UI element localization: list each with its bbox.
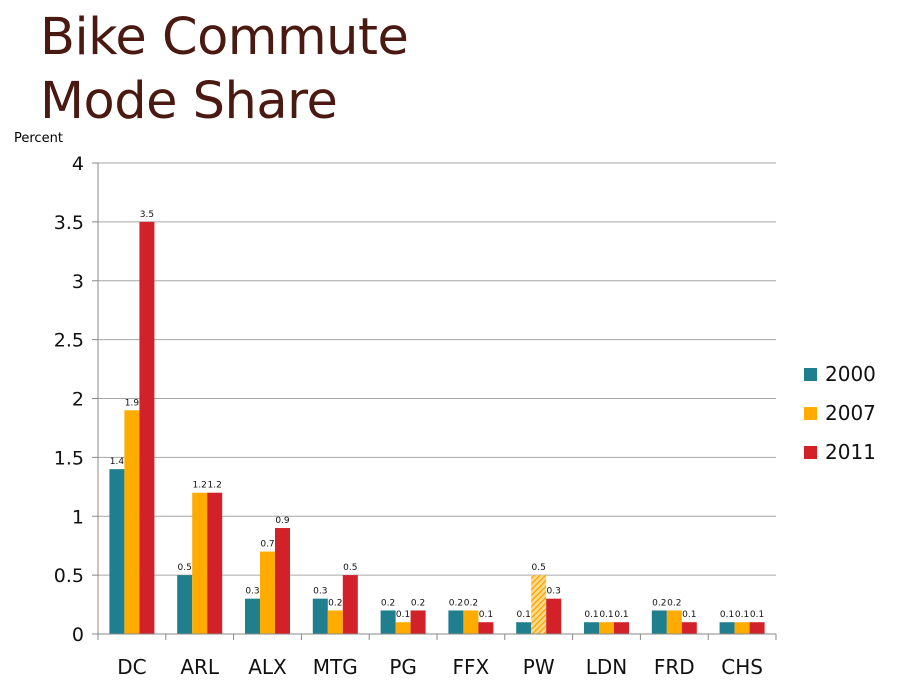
legend-swatch <box>804 406 817 420</box>
data-label: 0.1 <box>517 610 531 620</box>
title-line-1: Bike Commute <box>40 8 409 67</box>
data-label: 0.1 <box>396 610 410 620</box>
chart-title: Bike Commute Mode Share <box>40 6 409 134</box>
y-tick-label: 1 <box>72 506 84 528</box>
bar-2000-alx <box>245 598 260 634</box>
bar-2007-alx <box>260 551 275 634</box>
data-label: 1.2 <box>193 481 207 491</box>
data-label: 1.4 <box>110 457 125 467</box>
x-tick-label: PW <box>523 655 555 679</box>
data-label: 0.1 <box>682 610 696 620</box>
data-label: 0.1 <box>584 610 598 620</box>
data-label: 1.2 <box>208 481 222 491</box>
data-label: 0.3 <box>313 587 327 597</box>
data-label: 0.1 <box>479 610 493 620</box>
data-label: 0.2 <box>449 598 463 608</box>
grid-lines <box>98 162 776 576</box>
bar-2007-ldn <box>599 622 614 634</box>
y-tick-label: 1.5 <box>54 447 84 469</box>
y-tick-label: 2.5 <box>54 330 84 352</box>
axes: 0 0.5 1 1.5 2 2.5 3 3.5 4 DC ARL ALX MTG PG FFX PW LDN FR… <box>54 153 777 679</box>
data-label: 0.5 <box>532 563 546 573</box>
bar-2000-chs <box>719 622 735 634</box>
bar-2011-mtg <box>342 575 358 634</box>
x-tick-label: CHS <box>721 655 763 679</box>
bar-2011-alx <box>275 528 290 634</box>
x-tick-label: ARL <box>180 655 220 679</box>
legend-label: 2007 <box>825 401 876 425</box>
y-tick-label: 3 <box>72 271 84 293</box>
bar-2011-dc <box>139 221 155 634</box>
x-tick-label: FFX <box>453 655 490 679</box>
data-label: 0.2 <box>328 598 342 608</box>
x-tick-label: LDN <box>586 655 628 679</box>
data-label: 0.1 <box>614 610 628 620</box>
data-label: 0.3 <box>245 587 259 597</box>
bar-2000-pg <box>380 610 396 634</box>
bar-2011-ffx <box>478 622 494 634</box>
legend-item-2000: 2000 <box>804 362 876 386</box>
bar-2011-arl <box>207 492 223 634</box>
bar-2011-pg <box>410 610 426 634</box>
x-tick-label: PG <box>389 655 417 679</box>
data-label: 0.3 <box>547 587 561 597</box>
legend-swatch <box>804 445 817 459</box>
legend-label: 2000 <box>825 362 876 386</box>
bar-2007-arl <box>192 492 208 634</box>
data-label: 3.5 <box>140 210 154 220</box>
legend-item-2011: 2011 <box>804 440 876 464</box>
y-tick-label: 2 <box>72 389 84 411</box>
x-tick-label: DC <box>117 655 146 679</box>
bar-2007-mtg <box>327 610 343 634</box>
data-label: 0.2 <box>411 598 425 608</box>
legend-swatch <box>804 367 817 381</box>
data-label: 0.5 <box>343 563 357 573</box>
bar-2007-ffx <box>463 610 479 634</box>
bars <box>109 221 765 634</box>
data-label: 0.1 <box>750 610 764 620</box>
x-tick-label: MTG <box>313 655 358 679</box>
legend-label: 2011 <box>825 440 876 464</box>
title-line-2: Mode Share <box>40 72 338 131</box>
bar-2011-ldn <box>614 622 629 634</box>
data-label: 0.1 <box>599 610 613 620</box>
y-tick-label: 0 <box>72 624 84 646</box>
bar-2007-pg <box>395 622 411 634</box>
y-axis-label: Percent <box>14 131 63 146</box>
data-label: 0.2 <box>464 598 478 608</box>
x-tick-label: FRD <box>654 655 695 679</box>
bar-2007-frd <box>666 610 682 634</box>
bar-2000-ldn <box>584 622 599 634</box>
bar-2000-arl <box>177 575 193 634</box>
bar-2000-mtg <box>312 598 328 634</box>
bar-2011-pw <box>546 598 562 634</box>
data-label: 0.1 <box>735 610 749 620</box>
bar-2011-chs <box>749 622 765 634</box>
bar-2007-dc <box>124 410 140 634</box>
data-label: 1.9 <box>125 398 140 408</box>
legend-item-2007: 2007 <box>804 401 876 425</box>
bar-2000-pw <box>516 622 532 634</box>
bar-2000-ffx <box>448 610 464 634</box>
y-tick-label: 0.5 <box>54 565 84 587</box>
legend: 2000 2007 2011 <box>804 362 876 481</box>
data-label: 0.2 <box>667 598 681 608</box>
x-tick-label: ALX <box>248 655 287 679</box>
data-label: 0.2 <box>652 598 666 608</box>
bar-2007-chs <box>734 622 750 634</box>
y-tick-label: 3.5 <box>54 212 84 234</box>
data-label: 0.2 <box>381 598 395 608</box>
data-label: 0.9 <box>275 516 290 526</box>
bar-2000-frd <box>651 610 667 634</box>
data-label: 0.1 <box>720 610 734 620</box>
y-tick-label: 4 <box>72 153 84 175</box>
bar-2011-frd <box>681 622 697 634</box>
bar-2000-dc <box>109 469 125 634</box>
data-label: 0.5 <box>178 563 192 573</box>
data-labels: 1.41.93.50.51.2 1.20.30.70.90.30.20.50.20… <box>110 210 765 620</box>
data-label: 0.7 <box>260 540 274 550</box>
bar-2007-pw <box>531 575 547 634</box>
